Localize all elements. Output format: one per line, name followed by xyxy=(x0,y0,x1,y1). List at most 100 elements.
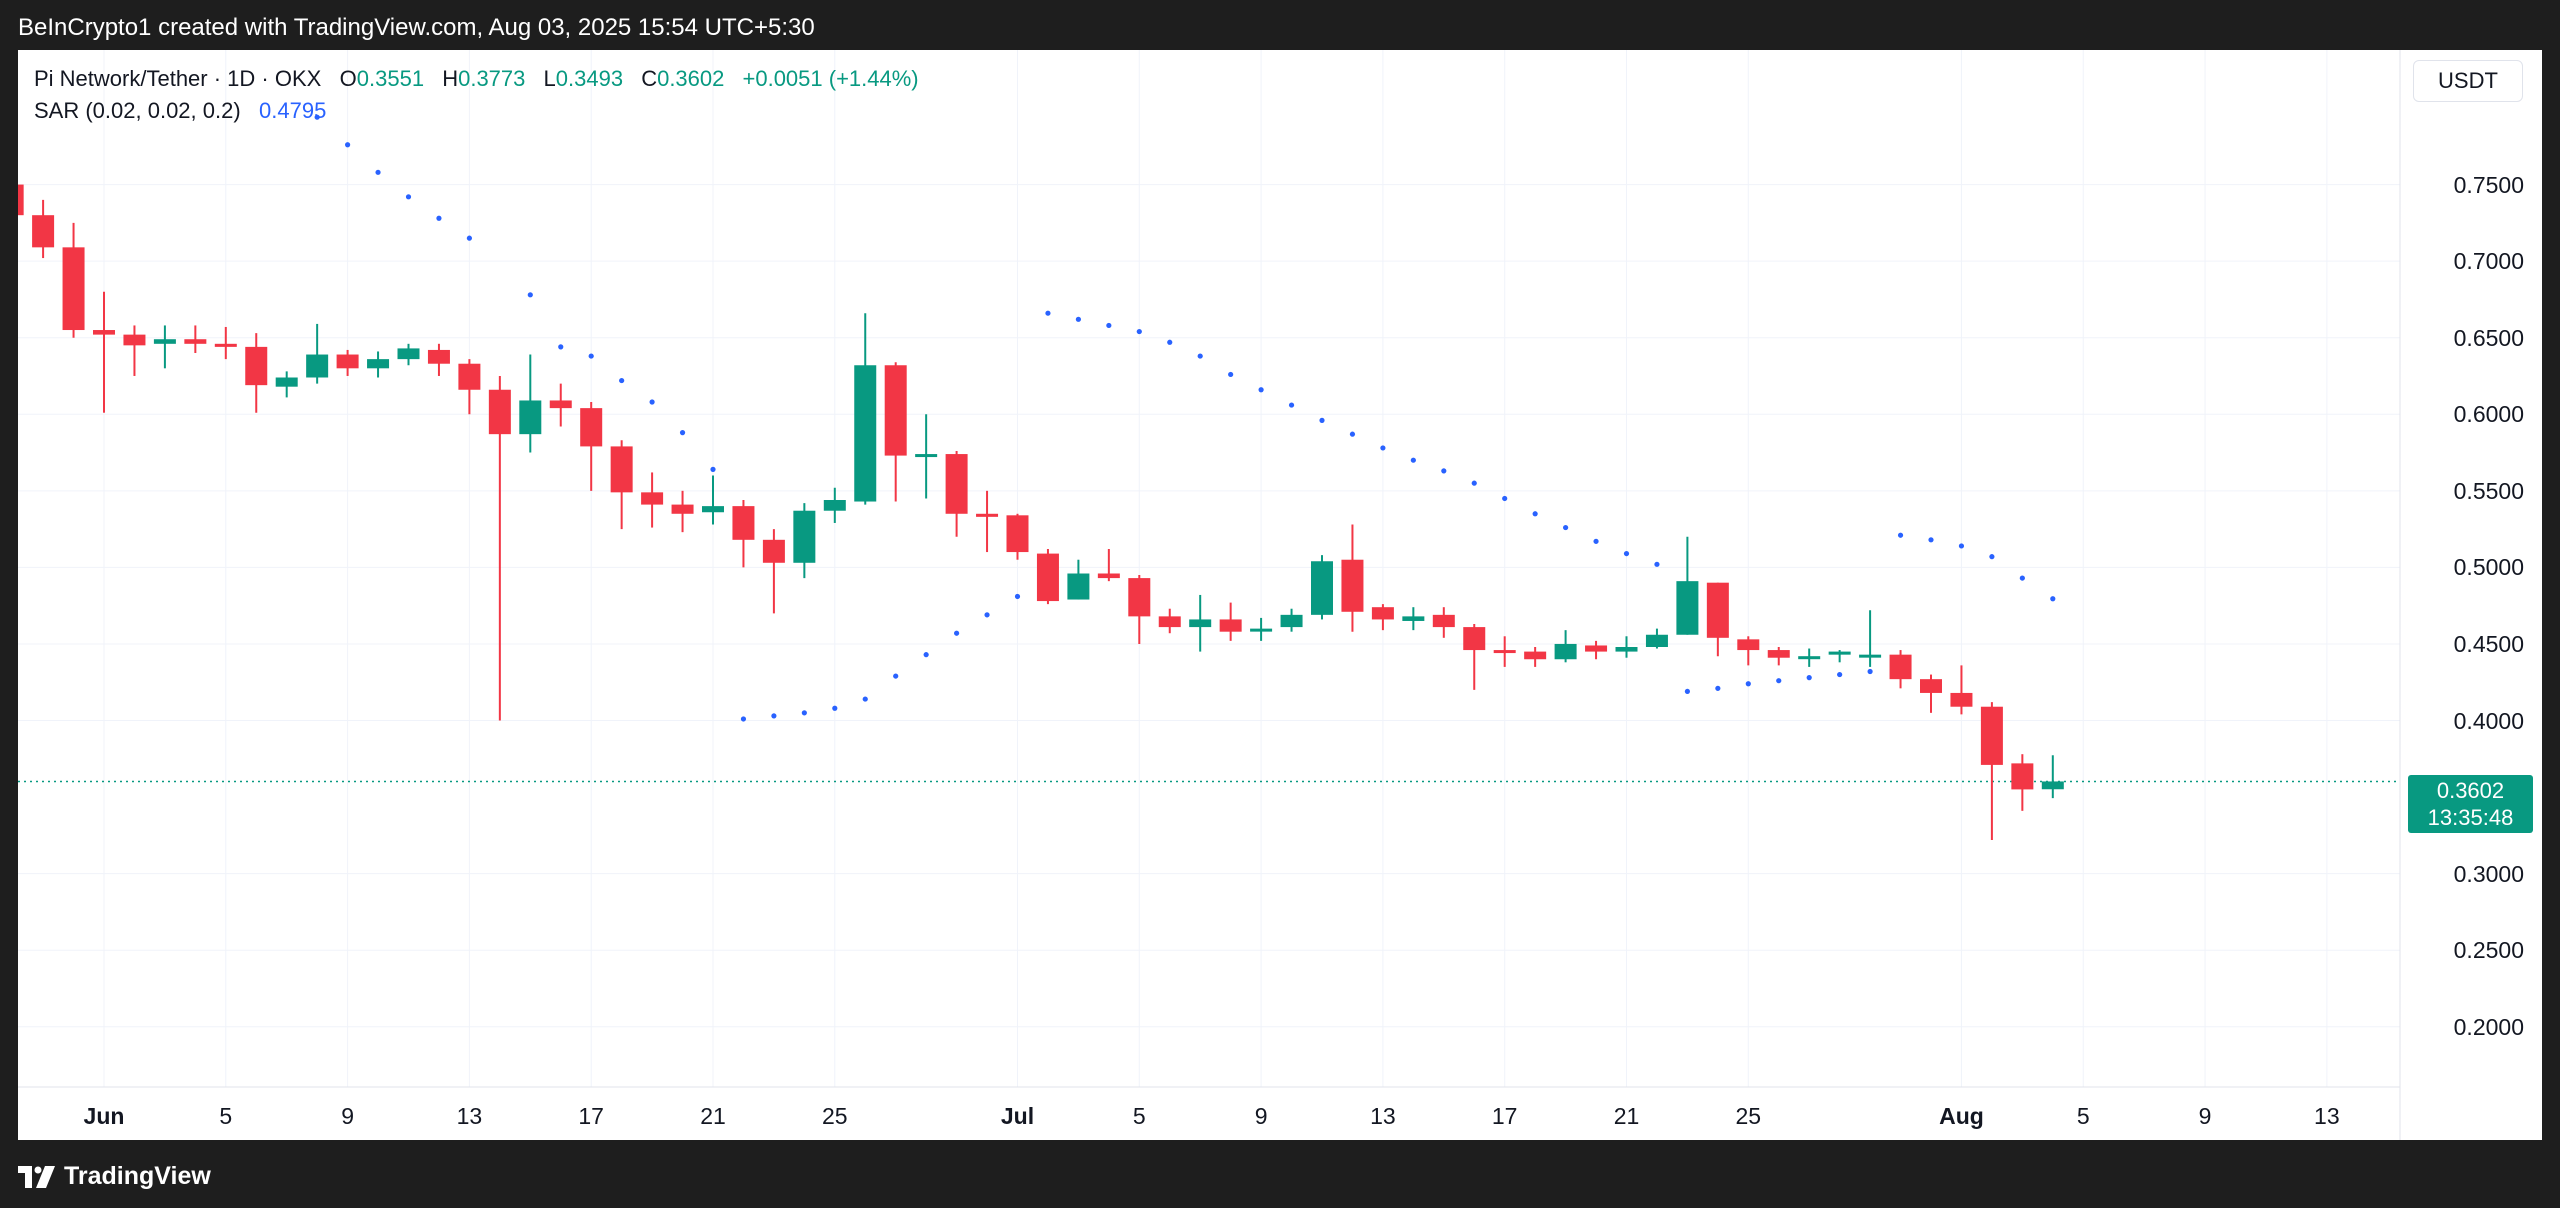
sar-dot xyxy=(1441,468,1447,474)
price-tick-label: 0.6000 xyxy=(2453,401,2524,428)
candle xyxy=(397,343,420,366)
time-tick-label: 13 xyxy=(2314,1103,2340,1129)
candle xyxy=(549,383,572,427)
candle xyxy=(1219,602,1242,641)
symbol-name[interactable]: Pi Network/Tether · 1D · OKX xyxy=(34,66,322,91)
candle xyxy=(1006,513,1029,560)
time-tick-label: 21 xyxy=(700,1103,726,1129)
candle-body xyxy=(1128,578,1151,617)
candle-body xyxy=(549,400,572,409)
candle xyxy=(732,500,755,568)
candle-body xyxy=(367,359,390,369)
candle-body xyxy=(1006,515,1029,553)
candle-body xyxy=(1432,614,1455,628)
candle-body xyxy=(1706,582,1729,638)
candle-body xyxy=(62,247,85,331)
change-value: +0.0051 (+1.44%) xyxy=(742,66,919,91)
sar-dot xyxy=(832,705,838,711)
candle xyxy=(671,490,694,533)
candle xyxy=(214,326,237,360)
candle xyxy=(1067,559,1090,600)
price-tick-label: 0.3000 xyxy=(2453,860,2524,887)
candle-body xyxy=(1280,614,1303,628)
candle xyxy=(1250,617,1273,641)
time-tick-label: Aug xyxy=(1939,1103,1984,1129)
sar-dot xyxy=(2019,575,2025,581)
time-tick-label: 17 xyxy=(1491,1103,1518,1129)
sar-dot xyxy=(619,377,625,384)
candle-body xyxy=(458,363,481,390)
indicator-name[interactable]: SAR (0.02, 0.02, 0.2) xyxy=(34,98,241,123)
price-tick-label: 0.6500 xyxy=(2453,324,2524,351)
sar-dot xyxy=(1776,678,1782,684)
candle xyxy=(1828,650,1851,663)
sar-dot xyxy=(436,215,442,221)
sar-dot xyxy=(1167,339,1173,345)
sar-dot xyxy=(1319,417,1325,423)
candle-body xyxy=(610,446,633,493)
candle xyxy=(1341,524,1364,632)
high-value: 0.3773 xyxy=(458,66,526,91)
time-tick-label: 9 xyxy=(341,1103,354,1129)
sar-dot xyxy=(1258,387,1264,393)
candle-body xyxy=(854,365,877,502)
price-tick-label: 0.4000 xyxy=(2453,707,2524,734)
candle xyxy=(519,354,542,453)
candle xyxy=(1097,549,1120,582)
candle xyxy=(1859,610,1882,667)
candle xyxy=(1950,665,1973,715)
sar-dot xyxy=(1045,310,1051,316)
candle xyxy=(93,291,115,413)
countdown-timer: 13:35:48 xyxy=(2427,805,2514,831)
candle-body xyxy=(641,492,664,505)
candle-body xyxy=(1737,639,1760,651)
candle xyxy=(1371,604,1394,631)
sar-dot xyxy=(345,142,351,148)
tradingview-logo[interactable]: TradingView xyxy=(18,1162,211,1191)
sar-dot xyxy=(679,430,686,436)
candle xyxy=(1554,630,1577,663)
candle xyxy=(1737,636,1760,666)
candle-body xyxy=(580,408,603,447)
candle xyxy=(32,199,55,259)
candle-body xyxy=(1524,651,1547,660)
top-bar: BeInCrypto1 created with TradingView.com… xyxy=(0,0,2560,50)
candle-body xyxy=(18,184,24,216)
chart-canvas[interactable] xyxy=(18,50,2542,1140)
candle-body xyxy=(945,454,968,514)
tradingview-logo-text: TradingView xyxy=(64,1162,211,1190)
candle-body xyxy=(397,348,420,360)
sar-dot xyxy=(954,630,960,636)
candle xyxy=(1920,674,1942,713)
chart-frame[interactable]: Pi Network/Tether · 1D · OKX O0.3551 H0.… xyxy=(18,50,2542,1140)
price-tick-label: 0.2500 xyxy=(2453,937,2524,964)
time-tick-label: 25 xyxy=(822,1103,848,1129)
sar-dot xyxy=(862,696,868,702)
candle xyxy=(2011,754,2034,811)
candle xyxy=(488,375,511,721)
candle-body xyxy=(214,343,237,347)
price-tick-label: 0.5500 xyxy=(2453,477,2524,504)
candle-body xyxy=(123,334,146,346)
candle-body xyxy=(1250,628,1273,632)
candle-body xyxy=(1920,679,1942,693)
sar-dot xyxy=(1958,543,1965,549)
currency-button[interactable]: USDT xyxy=(2413,60,2523,102)
sar-dot xyxy=(801,710,807,716)
candle-body xyxy=(762,539,785,563)
open-value: 0.3551 xyxy=(356,66,425,91)
candle xyxy=(1645,628,1668,649)
candle-body xyxy=(2041,781,2064,790)
candle-body xyxy=(245,346,268,386)
candle xyxy=(854,313,877,505)
candle xyxy=(336,349,359,376)
tradingview-logo-icon xyxy=(18,1165,55,1188)
price-tick-label: 0.4500 xyxy=(2453,630,2524,657)
candle xyxy=(1280,608,1303,632)
candles xyxy=(18,184,2064,840)
open-label: O xyxy=(339,66,357,91)
indicator-legend[interactable]: SAR (0.02, 0.02, 0.2) 0.4795 xyxy=(34,98,326,124)
time-tick-label: 9 xyxy=(2198,1103,2212,1129)
time-tick-label: 13 xyxy=(456,1103,483,1129)
sar-dot xyxy=(771,713,777,719)
